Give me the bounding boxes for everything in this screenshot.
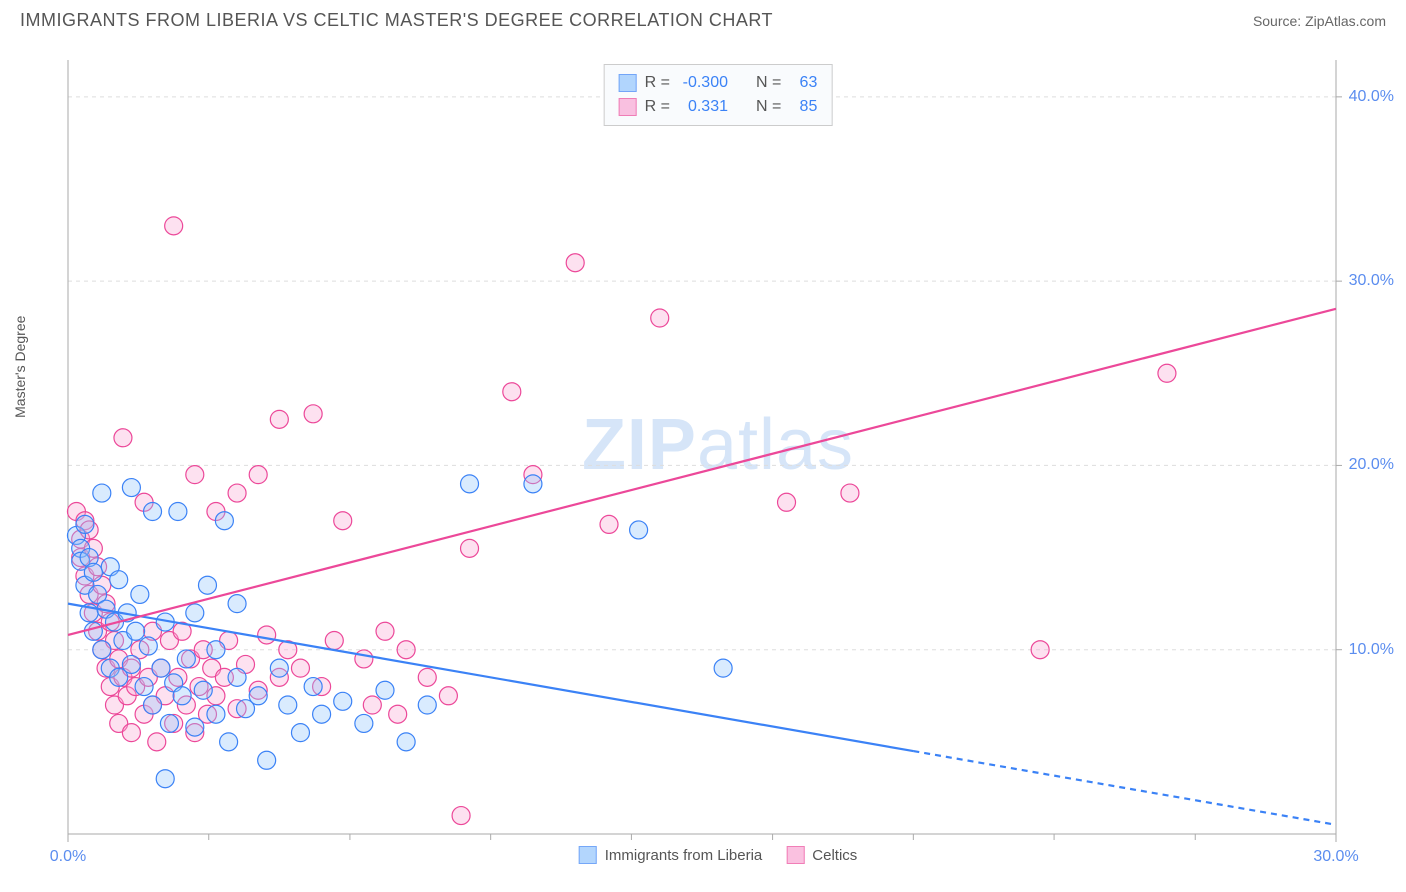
n-label: N = xyxy=(756,71,781,95)
x-tick-label: 0.0% xyxy=(50,848,86,866)
n-value: 85 xyxy=(789,95,817,119)
y-tick-label: 40.0% xyxy=(1349,88,1394,106)
source-label: Source: ZipAtlas.com xyxy=(1253,13,1386,29)
r-label: R = xyxy=(645,71,670,95)
r-value: 0.331 xyxy=(678,95,728,119)
y-tick-label: 10.0% xyxy=(1349,641,1394,659)
r-value: -0.300 xyxy=(678,71,728,95)
chart-container: Master's Degree ZIPatlas R =-0.300N =63R… xyxy=(50,60,1386,862)
legend-series-item: Immigrants from Liberia xyxy=(579,846,763,864)
y-tick-label: 30.0% xyxy=(1349,272,1394,290)
scatter-plot xyxy=(50,60,1386,862)
legend-stat-row: R = 0.331 N = 85 xyxy=(619,95,818,119)
y-axis-label: Master's Degree xyxy=(12,316,28,418)
n-value: 63 xyxy=(789,71,817,95)
legend-swatch xyxy=(579,846,597,864)
legend-swatch xyxy=(786,846,804,864)
legend-series: Immigrants from Liberia Celtics xyxy=(579,846,858,864)
legend-swatch xyxy=(619,98,637,116)
y-tick-label: 20.0% xyxy=(1349,456,1394,474)
legend-swatch xyxy=(619,74,637,92)
chart-title: IMMIGRANTS FROM LIBERIA VS CELTIC MASTER… xyxy=(20,10,773,31)
legend-series-item: Celtics xyxy=(786,846,857,864)
r-label: R = xyxy=(645,95,670,119)
legend-stats: R = -0.300 N = 63 R = 0.331 N = 85 xyxy=(604,64,833,126)
legend-series-label: Immigrants from Liberia xyxy=(605,847,763,864)
n-label: N = xyxy=(756,95,781,119)
x-tick-label: 30.0% xyxy=(1313,848,1358,866)
legend-series-label: Celtics xyxy=(812,847,857,864)
legend-stat-row: R = -0.300 N = 63 xyxy=(619,71,818,95)
